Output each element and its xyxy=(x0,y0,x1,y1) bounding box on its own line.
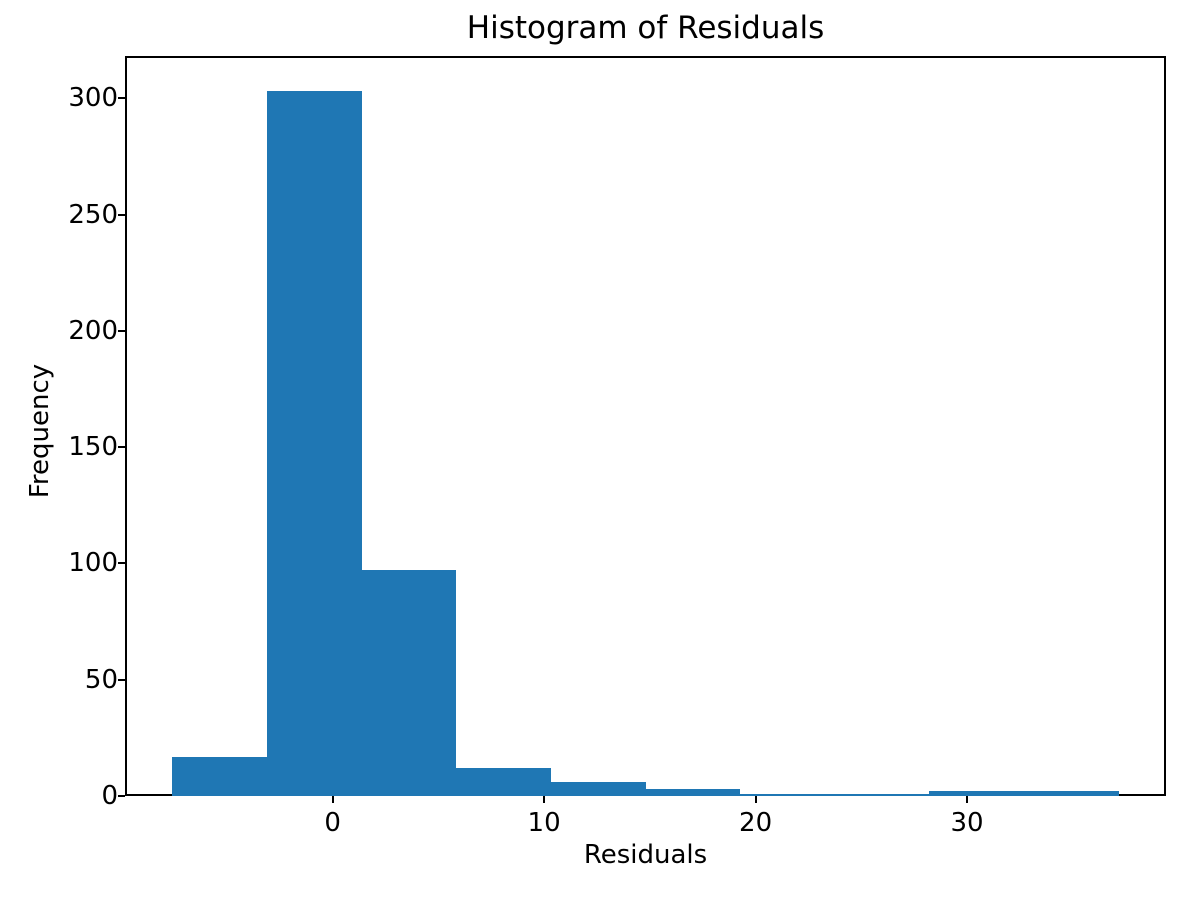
x-tick-mark xyxy=(543,796,546,803)
y-tick-label: 0 xyxy=(101,781,118,811)
plot-area xyxy=(125,56,1166,796)
x-tick-label: 20 xyxy=(739,808,773,838)
y-tick-label: 100 xyxy=(68,548,118,579)
y-tick-label: 250 xyxy=(68,199,118,230)
x-tick-mark xyxy=(966,796,968,803)
x-tick-mark xyxy=(754,796,757,803)
chart-title: Histogram of Residuals xyxy=(466,10,825,46)
y-tick-mark xyxy=(118,446,125,449)
x-tick-label: 10 xyxy=(527,808,561,838)
y-tick-mark xyxy=(118,213,125,216)
y-tick-mark xyxy=(118,795,125,797)
y-tick-mark xyxy=(118,97,125,100)
y-axis-label: Frequency xyxy=(25,363,55,499)
y-tick-mark xyxy=(118,678,125,681)
y-tick-label: 300 xyxy=(68,83,118,114)
x-tick-label: 30 xyxy=(950,808,984,838)
y-tick-label: 150 xyxy=(68,432,118,463)
y-tick-mark xyxy=(118,329,125,332)
y-tick-label: 200 xyxy=(68,315,118,346)
x-tick-label: 0 xyxy=(324,808,341,838)
y-tick-label: 50 xyxy=(84,664,118,695)
x-axis-label: Residuals xyxy=(583,840,708,870)
y-tick-mark xyxy=(118,562,125,565)
x-tick-mark xyxy=(331,796,334,803)
